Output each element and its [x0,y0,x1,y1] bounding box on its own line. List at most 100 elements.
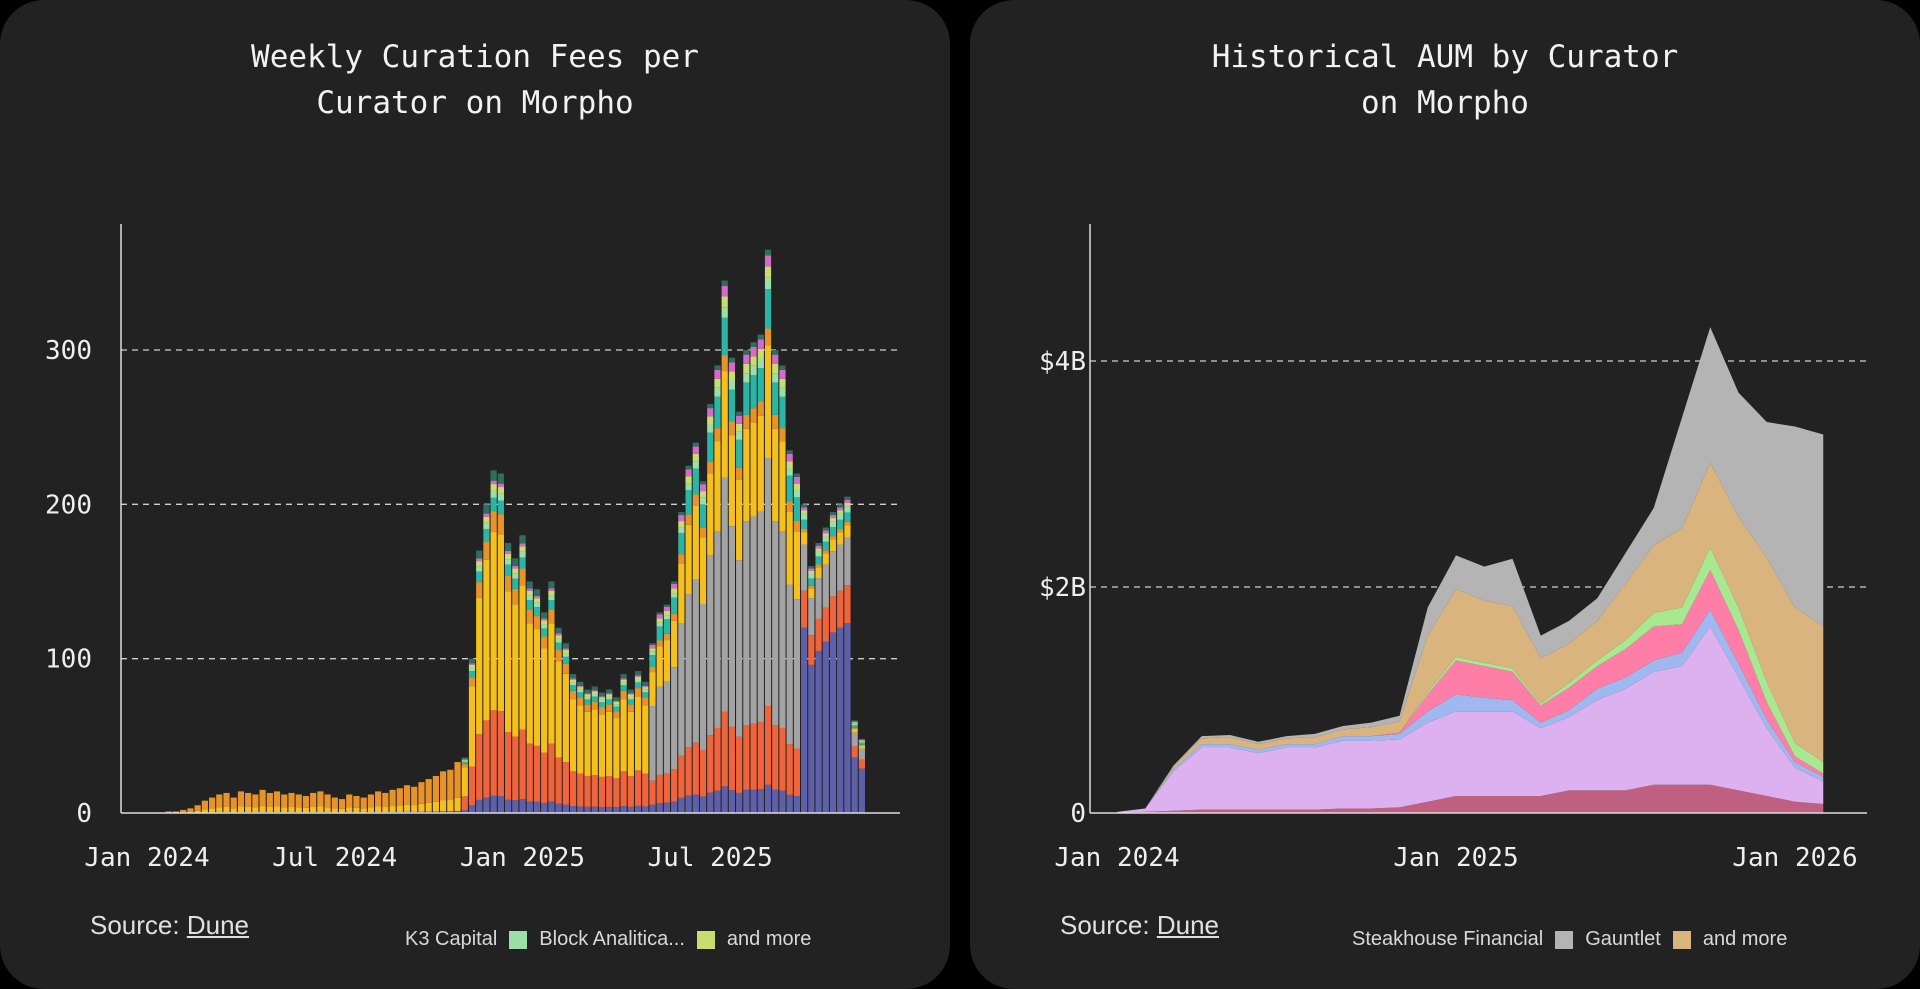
bar-segment [505,564,512,576]
legend-item[interactable]: Steakhouse Financial [1352,928,1544,950]
bar-segment [476,550,483,559]
bar-segment [786,468,793,476]
bar-segment [389,806,396,813]
bar-segment [736,479,743,561]
bar-segment [620,685,627,691]
bar-segment [685,747,692,796]
bar-segment [620,679,627,683]
bar-segment [649,648,656,652]
bar-segment [497,473,504,484]
bar-segment [598,702,606,708]
bar-segment [815,551,822,557]
bar-segment [793,490,800,498]
fees-chart-panel: Weekly Curation Fees per Curator on Morp… [0,0,950,989]
bar-segment [512,558,519,566]
bar-segment [757,789,764,813]
bar-segment [844,512,851,522]
bar-segment [288,806,295,813]
bar-segment [569,685,577,691]
aum-chart-panel: Historical AUM by Curator on Morpho 0 $2B… [970,0,1920,989]
bar-segment [649,672,656,707]
bar-segment [454,762,461,798]
bar-segment [562,653,569,657]
bar-segment [750,408,757,423]
legend-more[interactable]: and more [1702,928,1788,950]
bar-segment [338,808,346,813]
bar-segment [548,609,555,624]
bar-segment [483,559,490,721]
aum-chart-plot: 0 $2B $4B Jan 2024 Jan 2025 Jan 2026 [1039,224,1867,873]
bar-segment [627,711,634,776]
legend-item[interactable]: K3 Capital [405,928,498,950]
bar-segment [584,693,591,695]
bar-segment [591,775,598,807]
bar-segment [375,806,382,813]
bar-segment [808,635,815,665]
bar-segment [837,513,844,520]
bar-segment [591,709,598,776]
bar-segment [461,767,468,797]
bar-segment [490,480,497,485]
bar-segment [505,553,512,560]
bar-segment [750,365,757,376]
legend-item[interactable]: Block Analitica... [539,928,685,950]
bar-segment [815,578,822,619]
bar-segment [533,607,541,617]
bar-segment [743,725,750,790]
y-tick-label: $2B [1039,573,1086,603]
bar-segment [468,658,476,664]
bar-segment [801,544,808,591]
bar-segment [584,704,591,712]
bar-segment [707,473,714,556]
legend-more[interactable]: and more [726,928,812,950]
bar-segment [692,794,699,813]
bar-segment [779,387,786,397]
bar-segment [165,811,172,813]
bar-segment [216,807,223,813]
bar-segment [685,483,692,491]
bar-segment [808,578,815,586]
bar-segment [606,711,613,776]
bar-segment [331,797,338,809]
bar-segment [512,568,519,574]
bar-segment [584,699,591,705]
bar-segment [685,465,692,470]
bar-segment [808,568,815,572]
bar-segment [692,468,699,495]
bar-segment [201,800,208,810]
bar-segment [447,800,454,812]
bar-segment [317,806,324,813]
bar-segment [634,679,642,683]
bar-segment [772,350,779,355]
bar-segment [584,711,591,776]
bar-segment [728,357,736,363]
bar-segment [266,792,273,807]
bar-segment [757,401,764,416]
bar-segment [851,723,858,726]
bar-segment [707,432,714,462]
bar-segment [779,790,786,813]
bar-segment [569,678,577,680]
bar-segment [692,579,699,743]
bar-segment [721,371,728,478]
bar-segment [829,536,837,540]
bar-segment [591,701,598,710]
bar-segment [584,775,591,807]
bar-segment [483,522,490,530]
bar-segment [613,697,620,701]
bar-segment [671,667,678,770]
bar-segment [764,249,772,256]
bar-segment [837,544,844,591]
bar-segment [750,422,757,517]
source-link-dune[interactable]: Dune [1156,910,1219,940]
bar-segment [649,667,656,673]
bar-segment [793,521,800,532]
bar-segment [273,806,281,813]
source-link-dune[interactable]: Dune [186,910,249,940]
bar-segment [858,745,865,749]
bar-segment [743,373,750,383]
bar-segment [411,786,418,806]
legend-item[interactable]: Gauntlet [1585,928,1661,950]
x-tick-label: Jul 2025 [648,843,773,873]
bar-segment [569,699,577,772]
